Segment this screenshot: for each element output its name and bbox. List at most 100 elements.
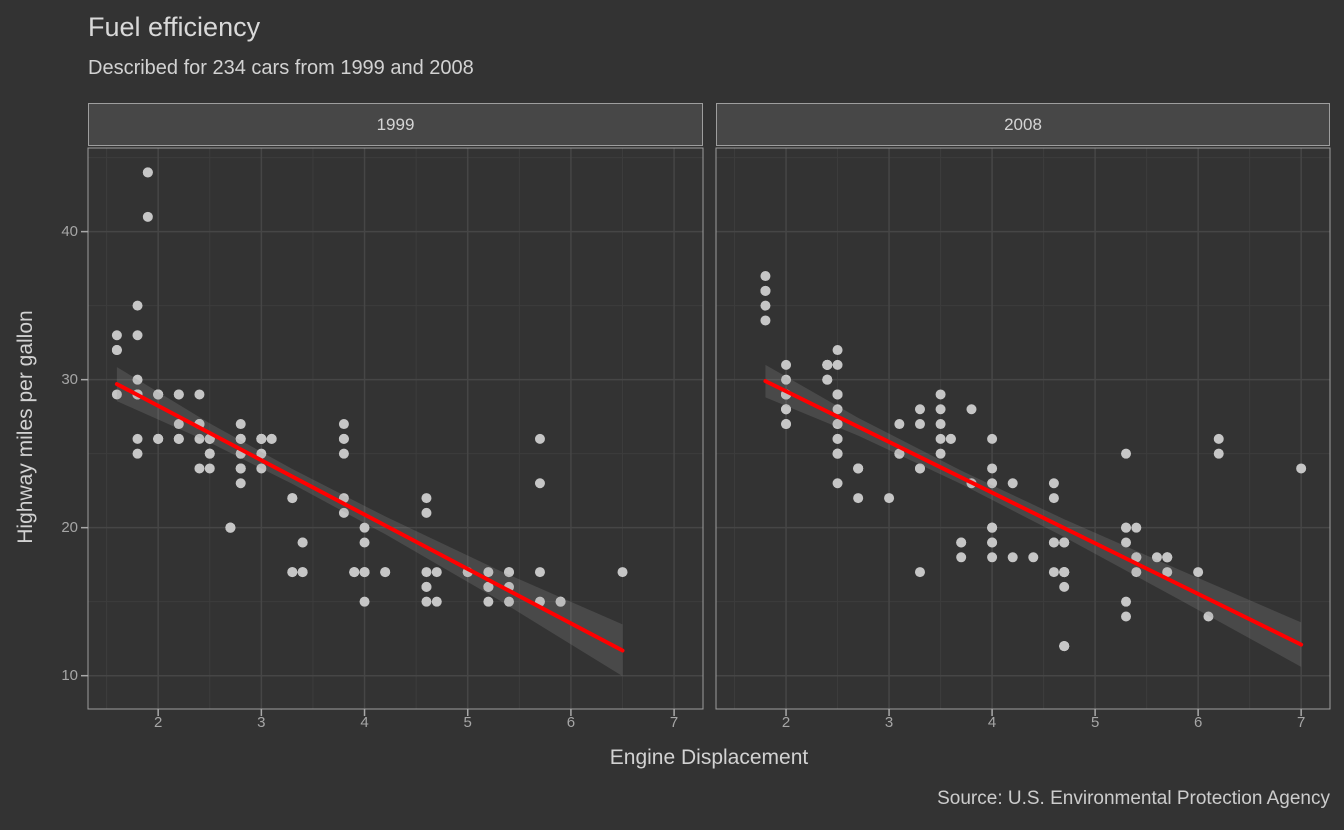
data-point — [956, 537, 967, 548]
data-point — [359, 522, 370, 533]
data-point — [431, 567, 442, 578]
trend-line — [114, 382, 625, 653]
data-point — [338, 433, 349, 444]
data-point — [1048, 493, 1059, 504]
data-point — [235, 433, 246, 444]
data-point — [987, 433, 998, 444]
data-point — [421, 581, 432, 592]
data-point — [760, 285, 771, 296]
data-point — [153, 433, 164, 444]
trend-line — [763, 379, 1304, 647]
x-tick-label: 2 — [153, 714, 163, 731]
data-point — [1007, 478, 1018, 489]
facet-strip-label-2008: 2008 — [1004, 114, 1042, 134]
data-point — [617, 567, 628, 578]
data-point — [935, 389, 946, 400]
x-tick-label: 4 — [360, 714, 369, 731]
data-point — [1131, 567, 1142, 578]
data-point — [338, 507, 349, 518]
data-point — [935, 448, 946, 459]
data-point — [431, 596, 442, 607]
data-point — [945, 433, 956, 444]
data-point — [914, 404, 925, 415]
data-point — [194, 433, 205, 444]
data-point — [380, 567, 391, 578]
data-point — [853, 493, 864, 504]
y-tick-label: 10 — [61, 666, 78, 684]
data-point — [760, 300, 771, 311]
data-point — [359, 596, 370, 607]
data-point — [359, 567, 370, 578]
data-point — [1131, 522, 1142, 533]
data-point — [935, 419, 946, 430]
data-point — [287, 567, 298, 578]
data-point — [1059, 567, 1070, 578]
data-point — [935, 433, 946, 444]
data-point — [987, 537, 998, 548]
panel-border — [715, 147, 1331, 710]
data-point — [132, 330, 143, 341]
data-point — [822, 359, 833, 370]
data-point — [204, 448, 215, 459]
data-point — [832, 404, 843, 415]
data-point — [173, 433, 184, 444]
data-point — [1059, 537, 1070, 548]
data-point — [1213, 433, 1224, 444]
data-point — [235, 419, 246, 430]
data-point — [256, 463, 267, 474]
data-point — [1028, 552, 1039, 563]
data-point — [781, 404, 792, 415]
data-point — [832, 419, 843, 430]
x-tick-label: 7 — [1296, 714, 1306, 731]
data-point — [142, 167, 153, 178]
data-point — [111, 389, 122, 400]
data-point — [1048, 567, 1059, 578]
data-point — [832, 448, 843, 459]
data-point — [1131, 552, 1142, 563]
data-point — [173, 389, 184, 400]
data-point — [832, 345, 843, 356]
x-tick-label: 4 — [987, 714, 997, 731]
data-point — [760, 315, 771, 326]
data-point — [235, 478, 246, 489]
data-point — [832, 433, 843, 444]
confidence-band — [116, 367, 623, 677]
data-point — [256, 448, 267, 459]
data-point — [1007, 552, 1018, 563]
x-axis-title: Engine Displacement — [609, 746, 809, 769]
chart-subtitle: Described for 234 cars from 1999 and 200… — [88, 57, 474, 79]
data-point — [225, 522, 236, 533]
chart-title: Fuel efficiency — [88, 12, 261, 42]
x-tick-label: 6 — [566, 714, 576, 731]
data-point — [204, 463, 215, 474]
data-point — [781, 374, 792, 385]
data-point — [142, 211, 153, 222]
data-point — [1151, 552, 1162, 563]
data-point — [1162, 552, 1173, 563]
data-point — [483, 581, 494, 592]
data-point — [1121, 611, 1132, 622]
data-point — [1048, 478, 1059, 489]
data-point — [132, 374, 143, 385]
facet-strip-2008: 2008 — [716, 103, 1330, 146]
facet-strip-label-1999: 1999 — [376, 114, 415, 134]
data-point — [287, 493, 298, 504]
y-tick-label: 40 — [61, 222, 78, 240]
data-point — [832, 478, 843, 489]
data-point — [1121, 537, 1132, 548]
data-point — [956, 552, 967, 563]
data-point — [111, 345, 122, 356]
data-point — [781, 419, 792, 430]
data-point — [1162, 567, 1173, 578]
data-point — [194, 389, 205, 400]
data-point — [822, 374, 833, 385]
data-point — [534, 478, 545, 489]
data-point — [132, 433, 143, 444]
data-point — [1193, 567, 1204, 578]
data-point — [987, 478, 998, 489]
data-point — [1121, 596, 1132, 607]
panel-background — [88, 148, 703, 709]
x-tick-label: 7 — [669, 714, 679, 731]
data-point — [914, 567, 925, 578]
